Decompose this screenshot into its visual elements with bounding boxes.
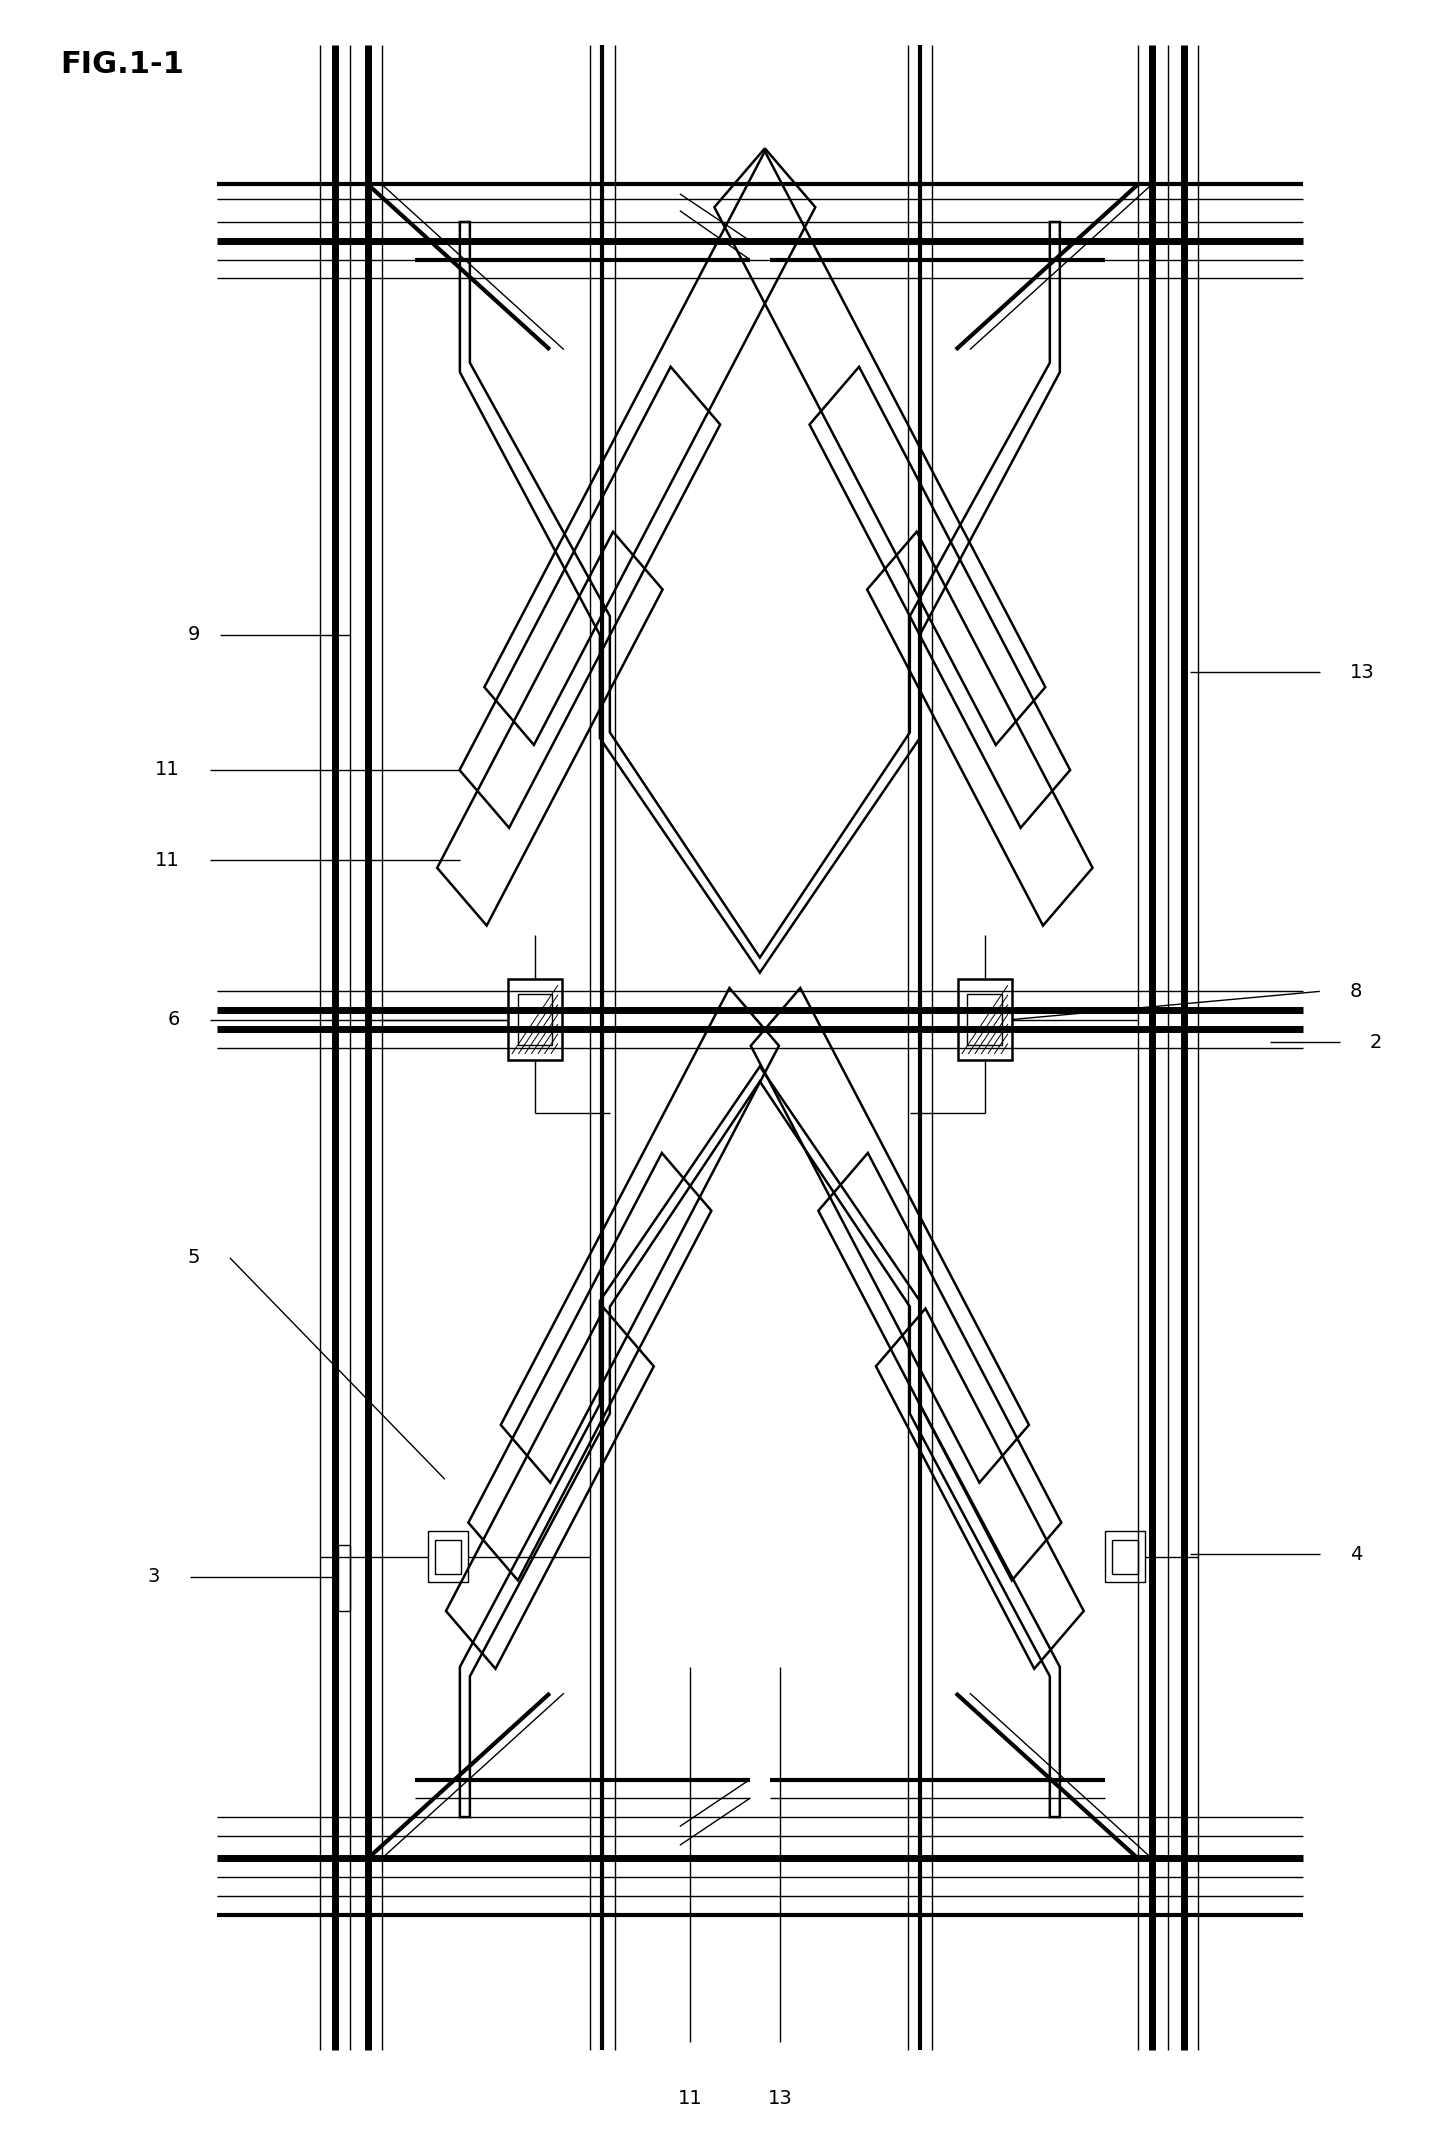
Text: 3: 3 <box>148 1567 161 1586</box>
Polygon shape <box>508 979 562 1060</box>
Text: 9: 9 <box>188 624 199 644</box>
Text: 2: 2 <box>1369 1033 1382 1052</box>
Text: 13: 13 <box>767 2089 792 2108</box>
Polygon shape <box>958 979 1012 1060</box>
Text: FIG.1-1: FIG.1-1 <box>60 49 184 79</box>
Text: 6: 6 <box>168 1009 179 1028</box>
Text: 11: 11 <box>155 851 179 870</box>
Text: 8: 8 <box>1349 981 1362 1001</box>
Text: 11: 11 <box>155 761 179 780</box>
Text: 4: 4 <box>1349 1546 1362 1563</box>
Text: 5: 5 <box>188 1249 199 1268</box>
Text: 13: 13 <box>1349 663 1375 682</box>
Text: 11: 11 <box>677 2089 703 2108</box>
